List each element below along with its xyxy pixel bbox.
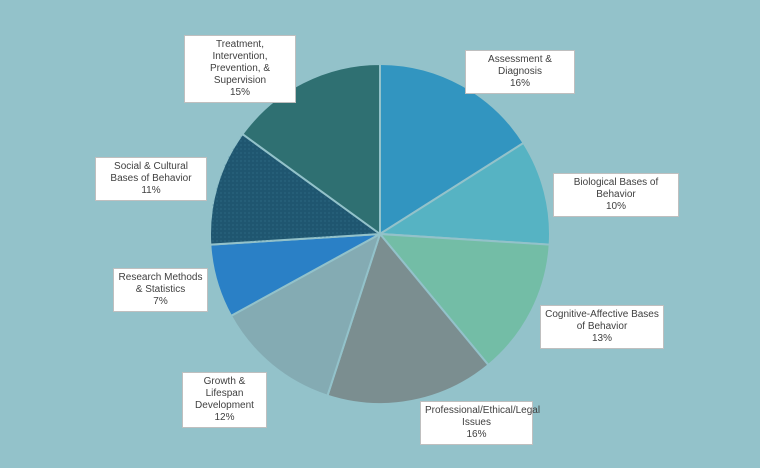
callout-professional-ethical-legal: Professional/Ethical/Legal Issues 16% <box>420 401 541 445</box>
slice-value-label: 16% <box>509 78 530 89</box>
pie-slice-7 <box>241 62 381 236</box>
callout-cognitive-affective: Cognitive-Affective Bases of Behavior 13… <box>540 305 664 349</box>
slice-label: Social & Cultural Bases of Behavior <box>110 161 192 184</box>
slice-label: Professional/Ethical/Legal Issues <box>425 405 541 428</box>
slice-value-label: 15% <box>229 87 250 98</box>
slice-label: Assessment & Diagnosis <box>488 54 552 77</box>
callout-treatment-intervention: Treatment, Intervention, Prevention, & S… <box>184 35 296 103</box>
callout-research-methods: Research Methods & Statistics 7% <box>113 268 208 312</box>
slice-label: Treatment, Intervention, Prevention, & S… <box>209 39 271 86</box>
pie-slice-texture <box>210 134 380 245</box>
callout-assessment-diagnosis: Assessment & Diagnosis 16% <box>465 50 575 94</box>
pie-slice-0 <box>379 62 525 236</box>
slice-value-label: 16% <box>466 429 487 440</box>
callout-growth-lifespan: Growth & Lifespan Development 12% <box>182 372 267 428</box>
slice-label: Research Methods & Statistics <box>118 272 203 295</box>
slice-value-label: 10% <box>605 201 626 212</box>
slice-label: Growth & Lifespan Development <box>195 376 254 411</box>
slice-label: Biological Bases of Behavior <box>573 177 659 200</box>
pie-slice-2 <box>377 232 551 367</box>
pie-slice-3 <box>326 231 490 405</box>
slice-value-label: 12% <box>214 412 235 423</box>
pie-slice-1 <box>376 141 551 246</box>
callout-biological-bases: Biological Bases of Behavior 10% <box>553 173 679 217</box>
slice-value-label: 7% <box>153 296 168 307</box>
slice-value-label: 11% <box>141 185 161 196</box>
callout-social-cultural: Social & Cultural Bases of Behavior 11% <box>95 157 207 201</box>
slice-label: Cognitive-Affective Bases of Behavior <box>545 309 659 332</box>
slice-value-label: 13% <box>591 333 612 344</box>
pie-slice-4 <box>229 231 382 397</box>
